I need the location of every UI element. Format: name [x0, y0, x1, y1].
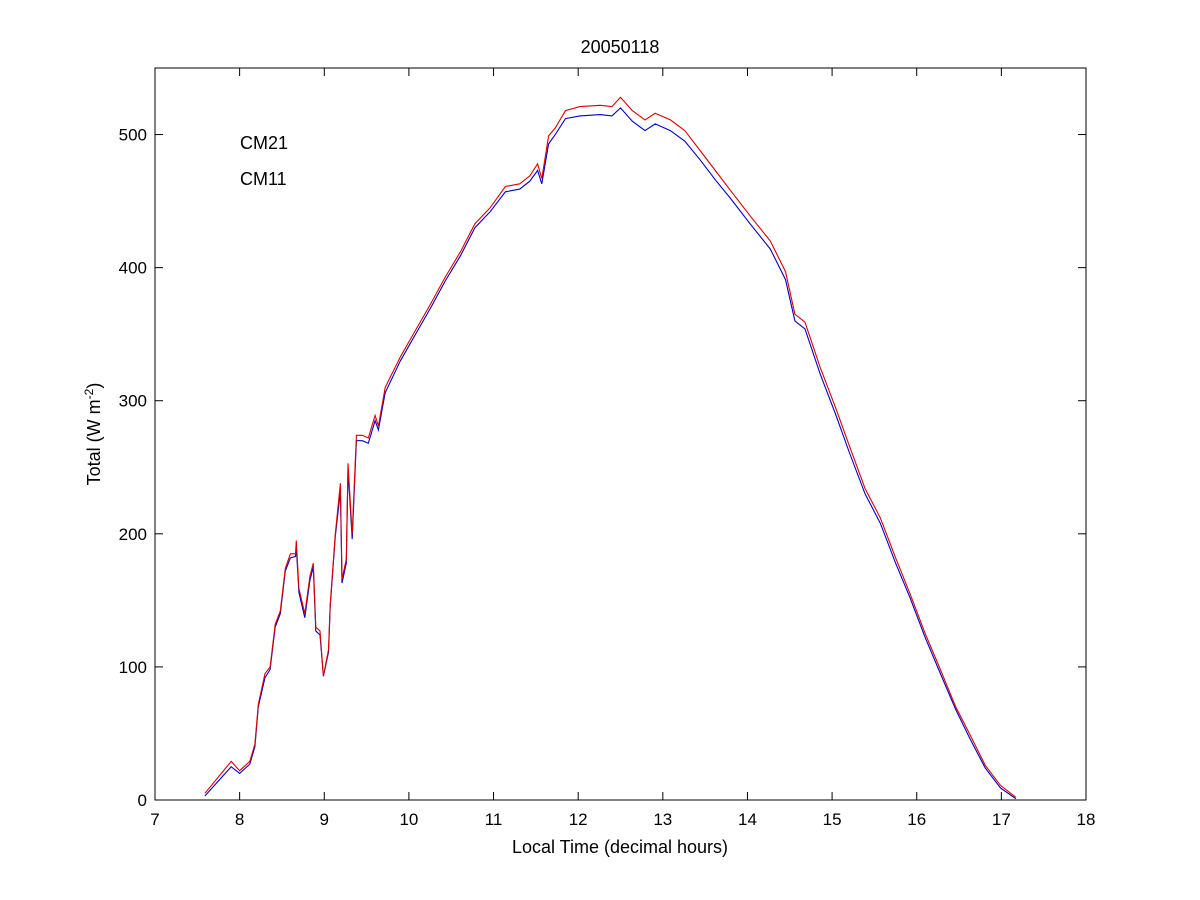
- x-tick-label: 17: [992, 810, 1011, 829]
- x-tick-label: 10: [399, 810, 418, 829]
- chart-title: 20050118: [581, 37, 660, 57]
- y-axis-label-main: Total (W m: [84, 399, 104, 485]
- x-tick-label: 16: [907, 810, 926, 829]
- legend-entry-cm21: CM21: [240, 133, 288, 153]
- y-tick-label: 400: [119, 259, 147, 278]
- x-tick-label: 14: [738, 810, 757, 829]
- x-tick-label: 11: [485, 810, 503, 829]
- x-tick-label: 7: [150, 810, 159, 829]
- y-tick-label: 200: [119, 525, 147, 544]
- x-tick-label: 8: [235, 810, 244, 829]
- legend-entry-cm11: CM11: [240, 169, 287, 189]
- y-axis-label-exponent: -2: [82, 388, 96, 399]
- y-axis-label-end: ): [84, 383, 104, 389]
- x-tick-label: 15: [823, 810, 842, 829]
- x-tick-label: 18: [1077, 810, 1096, 829]
- y-tick-label: 0: [138, 791, 147, 810]
- y-tick-label: 300: [119, 392, 147, 411]
- y-tick-label: 500: [119, 126, 147, 145]
- y-axis-label: Total (W m-2): [82, 383, 104, 486]
- x-tick-label: 13: [653, 810, 672, 829]
- series-line-cm11: [204, 96, 1017, 798]
- x-tick-label: 9: [320, 810, 329, 829]
- plot-area: [154, 67, 1087, 801]
- x-axis-label: Local Time (decimal hours): [512, 837, 728, 857]
- y-tick-label: 100: [119, 658, 147, 677]
- x-tick-label: 12: [569, 810, 588, 829]
